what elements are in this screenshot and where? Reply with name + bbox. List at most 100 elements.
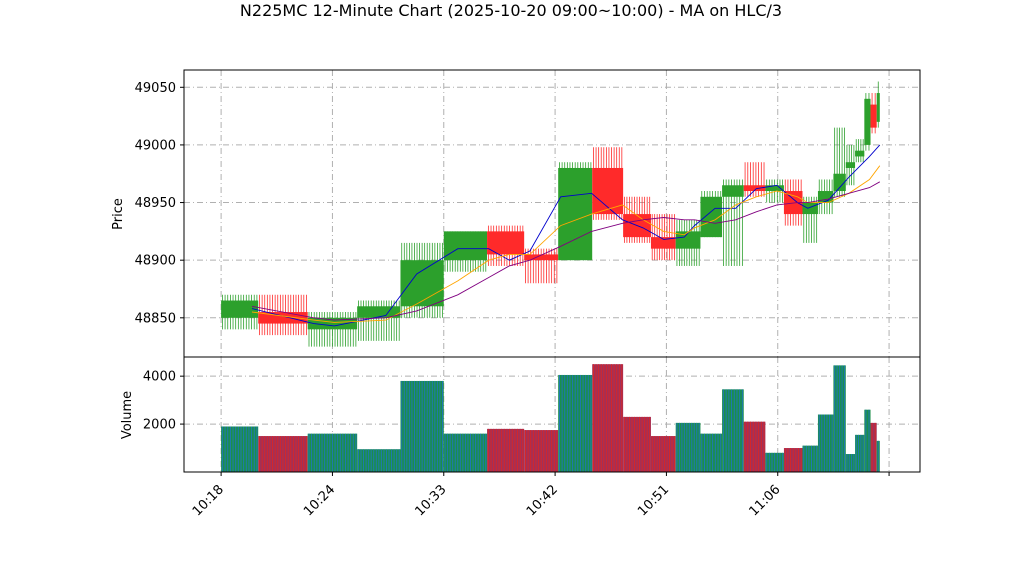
volume-bar bbox=[221, 426, 259, 472]
candle-body bbox=[802, 202, 818, 215]
volume-bar bbox=[870, 422, 877, 472]
candle-down bbox=[524, 248, 559, 284]
volume-bar bbox=[845, 454, 856, 472]
x-tick-label: 10:42 bbox=[524, 482, 561, 519]
volume-bar bbox=[592, 364, 624, 472]
volume-bar bbox=[675, 422, 701, 472]
price-tick-label: 49000 bbox=[135, 138, 176, 153]
volume-bar-body bbox=[802, 445, 818, 472]
candle-up bbox=[221, 294, 259, 330]
volume-y-ticks: 2000 4000 bbox=[143, 370, 184, 433]
candle-up bbox=[817, 179, 834, 215]
volume-bar bbox=[833, 365, 846, 472]
ma-mid-line bbox=[251, 165, 881, 323]
candle-body bbox=[650, 237, 676, 249]
candle-body bbox=[855, 150, 865, 157]
volume-bar-body bbox=[845, 454, 856, 472]
candle-body bbox=[700, 196, 723, 238]
candle-up bbox=[400, 242, 444, 318]
candle-up bbox=[722, 179, 744, 266]
volume-bar bbox=[357, 449, 401, 472]
volume-tick-label: 2000 bbox=[143, 418, 176, 433]
volume-bar-body bbox=[592, 364, 624, 472]
candle-body bbox=[845, 162, 856, 168]
volume-panel: 2000 4000 Volume bbox=[120, 356, 921, 473]
price-y-ticks: 48850 48900 48950 49000 49050 bbox=[135, 81, 184, 326]
candle-body bbox=[765, 185, 784, 192]
volume-bar bbox=[400, 380, 444, 472]
candle-up bbox=[443, 231, 488, 272]
candle-up bbox=[558, 162, 593, 261]
x-tick-label: 10:51 bbox=[635, 482, 672, 519]
candle-body bbox=[357, 306, 401, 318]
volume-bar-body bbox=[221, 426, 259, 472]
candle-body bbox=[722, 185, 744, 197]
candle-up bbox=[833, 127, 846, 197]
candle-body bbox=[258, 312, 308, 324]
x-axis-ticks: 10:18 10:24 10:33 10:42 10:51 11:06 bbox=[190, 472, 890, 519]
chart-title: N225MC 12-Minute Chart (2025-10-20 09:00… bbox=[240, 1, 782, 20]
candle-up bbox=[864, 93, 871, 151]
volume-bar bbox=[765, 452, 784, 472]
price-candles bbox=[221, 81, 880, 347]
candle-up bbox=[765, 179, 784, 203]
candle-up bbox=[802, 196, 818, 243]
volume-bar-body bbox=[700, 433, 723, 472]
candle-body bbox=[817, 191, 834, 203]
candle-down bbox=[870, 93, 877, 134]
candle-body bbox=[558, 167, 593, 261]
volume-bar bbox=[802, 445, 818, 472]
candle-body bbox=[675, 231, 701, 249]
x-tick-label: 10:18 bbox=[190, 482, 227, 519]
volume-tick-label: 4000 bbox=[143, 370, 176, 385]
ma-short-line bbox=[251, 144, 881, 327]
volume-bar bbox=[558, 374, 593, 472]
volume-bar bbox=[817, 414, 834, 472]
candle-body bbox=[443, 231, 488, 261]
candle-body bbox=[487, 231, 525, 255]
volume-bar-body bbox=[487, 428, 525, 472]
candle-up bbox=[700, 191, 723, 238]
volume-bar bbox=[743, 421, 766, 472]
candle-body bbox=[870, 104, 877, 128]
candle-body bbox=[876, 93, 880, 122]
volume-bar bbox=[650, 436, 676, 472]
volume-bar-body bbox=[743, 421, 766, 472]
volume-bar bbox=[443, 433, 488, 472]
x-tick-label: 10:33 bbox=[412, 482, 449, 519]
price-axis-label: Price bbox=[111, 198, 126, 230]
volume-bar bbox=[722, 389, 744, 472]
candle-up bbox=[876, 81, 880, 128]
candle-up bbox=[307, 312, 358, 347]
candle-up bbox=[855, 139, 865, 163]
volume-bar-body bbox=[722, 389, 744, 472]
candle-body bbox=[524, 254, 559, 261]
volume-bar-body bbox=[864, 409, 871, 472]
price-panel: 48850 48900 48950 49000 49050 Price bbox=[111, 69, 921, 358]
candle-body bbox=[400, 260, 444, 307]
candle-body bbox=[743, 185, 766, 192]
x-tick-label: 11:06 bbox=[746, 482, 783, 519]
price-tick-label: 49050 bbox=[135, 81, 176, 96]
volume-bar bbox=[700, 433, 723, 472]
volume-bar bbox=[783, 448, 803, 472]
x-tick-label: 10:24 bbox=[301, 482, 338, 519]
candle-down bbox=[743, 162, 766, 197]
volume-axis-label: Volume bbox=[120, 391, 135, 439]
moving-average-lines bbox=[251, 144, 881, 327]
volume-bar bbox=[258, 436, 308, 472]
ma-long-line bbox=[251, 181, 881, 321]
candle-down bbox=[650, 214, 676, 261]
volume-bar-body bbox=[817, 414, 834, 472]
volume-bar bbox=[864, 409, 871, 472]
volume-bar-body bbox=[855, 434, 865, 472]
candle-up bbox=[845, 144, 856, 186]
volume-bar bbox=[307, 433, 358, 472]
volume-panel-frame bbox=[183, 356, 921, 473]
price-tick-label: 48850 bbox=[135, 311, 176, 326]
candle-body bbox=[307, 317, 358, 330]
volume-bar bbox=[876, 440, 880, 472]
volume-bar bbox=[623, 416, 651, 472]
volume-bars bbox=[221, 364, 880, 472]
